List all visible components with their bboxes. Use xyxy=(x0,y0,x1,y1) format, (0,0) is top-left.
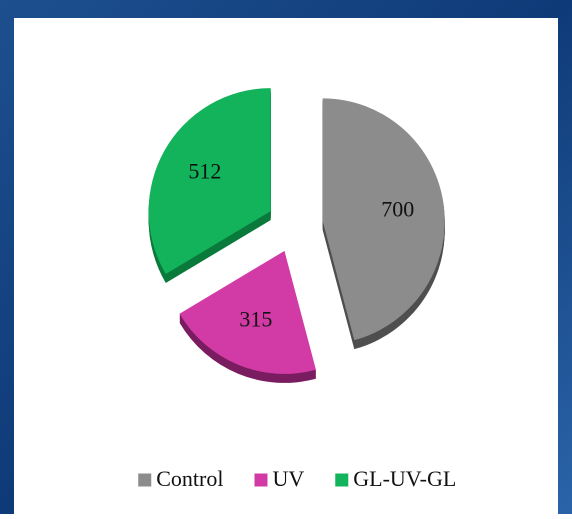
legend-swatch xyxy=(254,473,268,487)
legend-swatch xyxy=(138,473,152,487)
pie-slice xyxy=(322,98,445,341)
legend-swatch xyxy=(335,473,349,487)
data-label: 512 xyxy=(188,158,221,183)
pie-slice xyxy=(148,88,271,274)
pie-slice xyxy=(179,250,316,374)
legend-label: Control xyxy=(156,466,223,491)
data-label: 315 xyxy=(239,307,272,332)
legend-label: UV xyxy=(272,466,304,491)
legend-label: GL-UV-GL xyxy=(353,466,456,491)
data-label: 700 xyxy=(381,196,414,221)
